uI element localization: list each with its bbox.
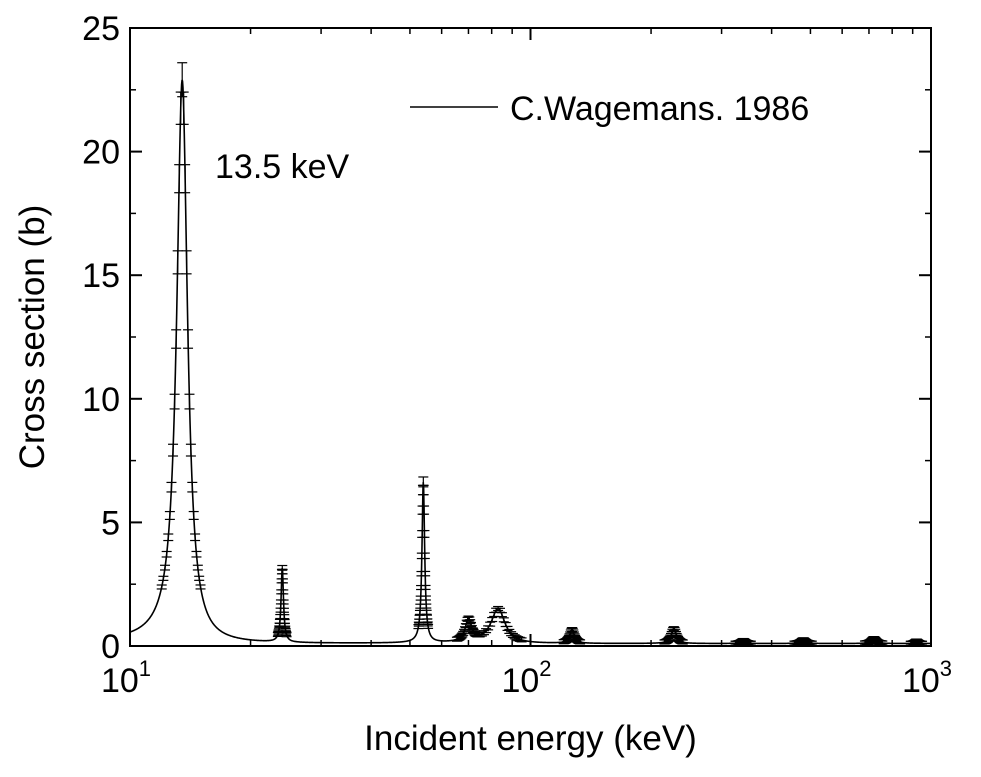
- labels-layer: 0 5 10 15 20 25 101 102 103: [82, 10, 952, 700]
- y-tick-label: 15: [82, 257, 120, 295]
- y-axis-label: Cross section (b): [13, 205, 52, 470]
- y-tick-label: 5: [101, 504, 120, 542]
- resonance-error-bars: [413, 476, 434, 630]
- resonance-error-bars: [789, 637, 817, 646]
- resonance-error-bars: [905, 638, 928, 646]
- ticks-layer: [129, 27, 932, 647]
- y-tick-label: 25: [82, 10, 120, 48]
- x-tick-label: 103: [902, 656, 952, 700]
- resonance-error-bars: [659, 626, 688, 645]
- x-axis-label: Incident energy (keV): [364, 719, 697, 758]
- legend-entry: C.Wagemans. 1986: [510, 90, 809, 128]
- x-tick-label: 101: [101, 656, 151, 700]
- x-tick-label: 102: [501, 656, 551, 700]
- legend: C.Wagemans. 1986: [410, 90, 809, 128]
- series-layer: [129, 62, 931, 646]
- resonance-error-bars: [730, 637, 756, 646]
- resonance-error-bars: [558, 627, 586, 645]
- resonance-error-bars: [465, 605, 527, 643]
- peak-annotation: 13.5 keV: [215, 148, 350, 186]
- resonance-error-bars: [156, 62, 206, 590]
- y-tick-label: 0: [101, 628, 120, 666]
- y-tick-label: 10: [82, 381, 120, 419]
- resonance-error-bars: [272, 564, 292, 638]
- y-tick-label: 20: [82, 134, 120, 172]
